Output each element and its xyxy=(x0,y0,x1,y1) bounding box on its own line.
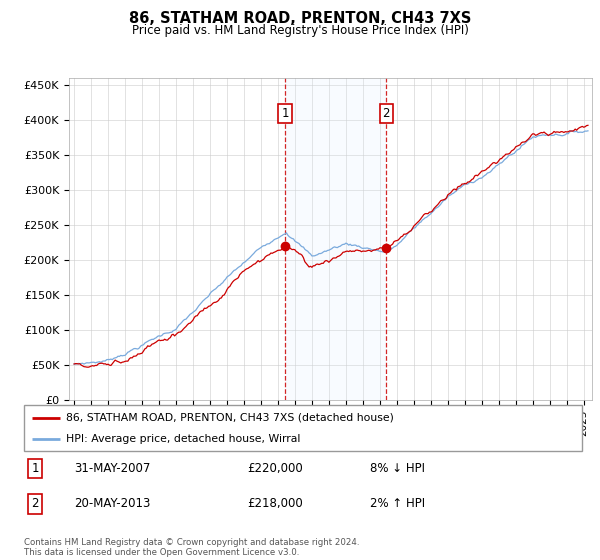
Text: 86, STATHAM ROAD, PRENTON, CH43 7XS (detached house): 86, STATHAM ROAD, PRENTON, CH43 7XS (det… xyxy=(66,413,394,423)
Text: 1: 1 xyxy=(281,107,289,120)
Text: 20-MAY-2013: 20-MAY-2013 xyxy=(74,497,151,510)
Text: 2% ↑ HPI: 2% ↑ HPI xyxy=(370,497,425,510)
Text: HPI: Average price, detached house, Wirral: HPI: Average price, detached house, Wirr… xyxy=(66,435,300,444)
Text: Contains HM Land Registry data © Crown copyright and database right 2024.
This d: Contains HM Land Registry data © Crown c… xyxy=(24,538,359,557)
Text: Price paid vs. HM Land Registry's House Price Index (HPI): Price paid vs. HM Land Registry's House … xyxy=(131,24,469,36)
Text: 8% ↓ HPI: 8% ↓ HPI xyxy=(370,462,425,475)
FancyBboxPatch shape xyxy=(24,405,582,451)
Text: £220,000: £220,000 xyxy=(247,462,303,475)
Text: 1: 1 xyxy=(31,462,39,475)
Text: 86, STATHAM ROAD, PRENTON, CH43 7XS: 86, STATHAM ROAD, PRENTON, CH43 7XS xyxy=(129,11,471,26)
Text: 2: 2 xyxy=(383,107,390,120)
Bar xyxy=(285,78,386,400)
Text: 2: 2 xyxy=(31,497,39,510)
Text: £218,000: £218,000 xyxy=(247,497,303,510)
Text: 31-MAY-2007: 31-MAY-2007 xyxy=(74,462,151,475)
